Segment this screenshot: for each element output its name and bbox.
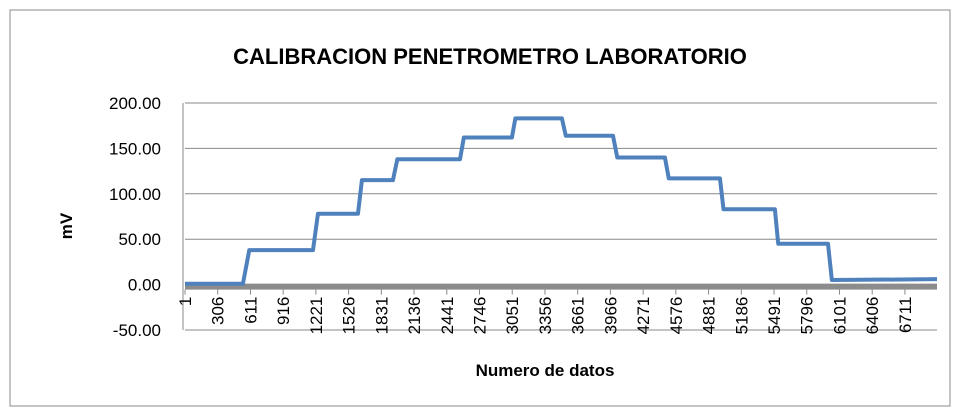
y-tick-label: 150.00 xyxy=(109,139,161,158)
x-axis-label: Numero de datos xyxy=(476,361,615,380)
x-tick-label: 2136 xyxy=(405,297,424,335)
x-tick-label: 4271 xyxy=(634,297,653,335)
x-tick-label: 306 xyxy=(209,297,228,325)
y-tick-label: 0.00 xyxy=(128,276,161,295)
x-tick-label: 1526 xyxy=(340,297,359,335)
y-axis-label: mV xyxy=(57,212,76,239)
x-tick-label: 3051 xyxy=(503,297,522,335)
chart-border xyxy=(9,9,951,407)
data-line xyxy=(185,116,938,286)
x-tick-label: 5796 xyxy=(798,297,817,335)
x-tick-label: 1 xyxy=(176,297,195,306)
x-tick-label: 2441 xyxy=(438,297,457,335)
y-tick-label: -50.00 xyxy=(113,321,161,340)
x-tick-label: 4881 xyxy=(700,297,719,335)
x-tick-label: 6101 xyxy=(830,297,849,335)
y-tick-label: 100.00 xyxy=(109,185,161,204)
x-tick-label: 2746 xyxy=(471,297,490,335)
x-tick-label: 6406 xyxy=(863,297,882,335)
x-tick-label: 3356 xyxy=(536,297,555,335)
x-tick-label: 4576 xyxy=(667,297,686,335)
x-tick-label: 3966 xyxy=(601,297,620,335)
x-tick-label: 3661 xyxy=(569,297,588,335)
chart-title: CALIBRACION PENETROMETRO LABORATORIO xyxy=(233,44,747,69)
x-tick-label: 5186 xyxy=(732,297,751,335)
x-tick-label: 1221 xyxy=(307,297,326,335)
x-tick-label: 916 xyxy=(274,297,293,325)
x-tick-label: 5491 xyxy=(765,297,784,335)
x-tick-label: 1831 xyxy=(372,297,391,335)
y-tick-label: 50.00 xyxy=(118,230,161,249)
x-tick-label: 611 xyxy=(241,297,260,324)
x-tick-label: 6711 xyxy=(896,297,915,334)
y-tick-label: 200.00 xyxy=(109,94,161,113)
